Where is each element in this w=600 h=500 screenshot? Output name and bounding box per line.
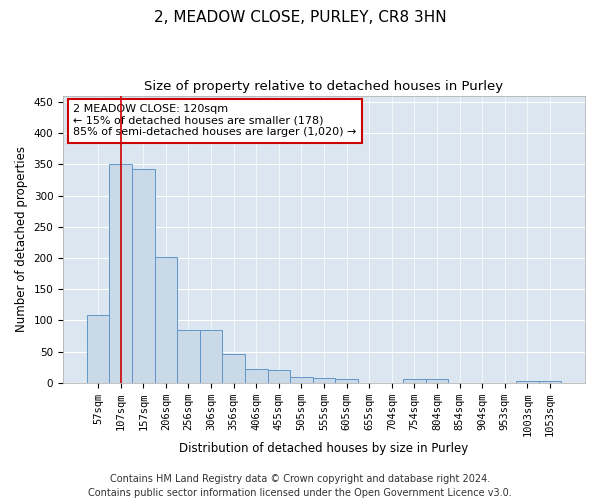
Bar	[223, 354, 245, 383]
Bar	[109, 164, 132, 383]
Bar	[516, 381, 539, 383]
Bar	[268, 370, 290, 383]
Bar	[313, 378, 335, 383]
Bar	[200, 330, 223, 383]
Text: 2, MEADOW CLOSE, PURLEY, CR8 3HN: 2, MEADOW CLOSE, PURLEY, CR8 3HN	[154, 10, 446, 25]
Bar	[403, 378, 425, 383]
Bar	[290, 376, 313, 383]
Bar	[539, 381, 561, 383]
Bar	[87, 315, 109, 383]
Bar	[132, 168, 155, 383]
Bar	[245, 369, 268, 383]
Bar	[335, 379, 358, 383]
Bar	[425, 378, 448, 383]
Title: Size of property relative to detached houses in Purley: Size of property relative to detached ho…	[145, 80, 503, 93]
X-axis label: Distribution of detached houses by size in Purley: Distribution of detached houses by size …	[179, 442, 469, 455]
Bar	[155, 257, 177, 383]
Text: 2 MEADOW CLOSE: 120sqm
← 15% of detached houses are smaller (178)
85% of semi-de: 2 MEADOW CLOSE: 120sqm ← 15% of detached…	[73, 104, 357, 138]
Y-axis label: Number of detached properties: Number of detached properties	[15, 146, 28, 332]
Bar	[177, 330, 200, 383]
Text: Contains HM Land Registry data © Crown copyright and database right 2024.
Contai: Contains HM Land Registry data © Crown c…	[88, 474, 512, 498]
